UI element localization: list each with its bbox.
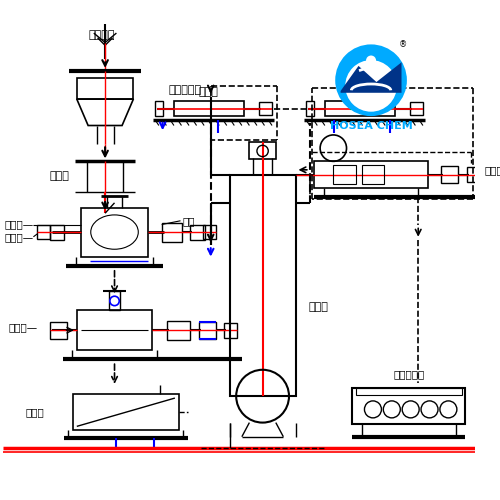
Bar	[77, 310, 152, 350]
Bar	[441, 166, 458, 183]
Bar	[250, 142, 276, 160]
Text: 振动流化床: 振动流化床	[393, 370, 424, 380]
Bar	[155, 101, 162, 116]
Bar	[162, 222, 182, 242]
Bar	[80, 208, 148, 256]
Text: 碱酐: 碱酐	[182, 216, 195, 226]
Bar	[356, 388, 462, 395]
Text: 捏合机—: 捏合机—	[4, 232, 34, 242]
Bar	[50, 224, 64, 240]
Circle shape	[366, 56, 376, 66]
Text: 来自松柏: 来自松柏	[88, 30, 115, 40]
Bar	[325, 101, 394, 116]
Polygon shape	[340, 62, 402, 93]
Bar	[362, 165, 384, 184]
Bar	[200, 322, 216, 338]
Text: 计量斗: 计量斗	[50, 172, 70, 181]
Text: 离心机: 离心机	[350, 86, 370, 97]
Bar	[168, 320, 190, 340]
Text: ®: ®	[399, 40, 407, 50]
Bar	[190, 224, 205, 240]
Bar	[87, 162, 123, 192]
Bar	[314, 162, 428, 188]
Bar	[352, 388, 466, 424]
Bar	[224, 322, 237, 338]
Bar	[410, 102, 423, 115]
Text: 氯乙酸—: 氯乙酸—	[4, 220, 34, 230]
Text: 离心机: 离心机	[199, 86, 219, 97]
Bar	[77, 78, 134, 99]
Text: 气提机: 气提机	[484, 165, 500, 175]
Text: 洗涤塔: 洗涤塔	[309, 302, 328, 312]
Circle shape	[335, 44, 407, 116]
Text: 醚化釜—: 醚化釜—	[8, 322, 37, 332]
Bar	[203, 226, 216, 238]
Bar	[109, 292, 120, 310]
Bar	[37, 226, 51, 238]
Bar	[306, 101, 314, 116]
Text: 中洗釜: 中洗釜	[26, 407, 44, 417]
Bar	[230, 174, 296, 396]
Circle shape	[346, 60, 397, 112]
Bar	[73, 394, 178, 430]
Text: 旋风分离器: 旋风分离器	[168, 84, 202, 94]
Text: HOSEA CHEM: HOSEA CHEM	[330, 120, 412, 130]
Bar	[174, 101, 244, 116]
Bar	[259, 102, 272, 115]
Bar	[334, 165, 356, 184]
Bar	[468, 167, 480, 182]
Bar	[50, 322, 68, 338]
